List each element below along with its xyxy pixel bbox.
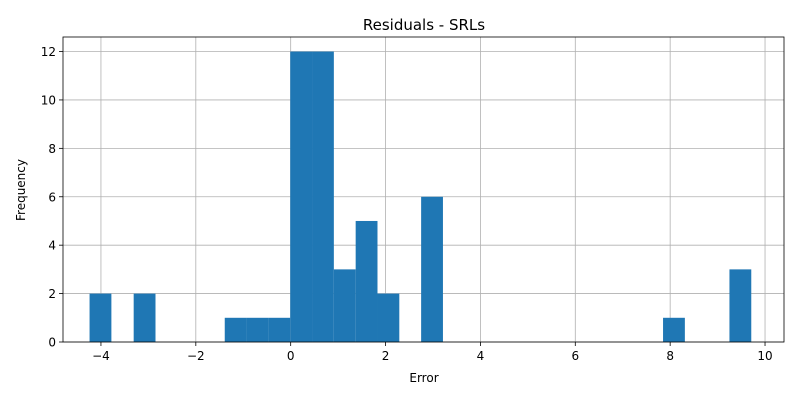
chart-title: Residuals - SRLs bbox=[363, 16, 485, 34]
grid bbox=[63, 37, 784, 343]
x-tick-label: 10 bbox=[757, 349, 772, 363]
y-tick-label: 2 bbox=[48, 287, 56, 301]
x-tick-label: 4 bbox=[477, 349, 485, 363]
plot-frame bbox=[62, 36, 785, 343]
histogram-bar bbox=[268, 317, 291, 342]
histogram-bar bbox=[663, 317, 685, 342]
y-axis-label: Frequency bbox=[14, 159, 28, 221]
x-tick-label: 6 bbox=[571, 349, 579, 363]
histogram-bar bbox=[333, 269, 356, 342]
y-tick-label: 12 bbox=[41, 45, 56, 59]
x-axis-label: Error bbox=[409, 371, 438, 385]
histogram-bar bbox=[133, 293, 156, 342]
y-axis-ticks: 0 2 4 6 8 10 12 bbox=[41, 45, 63, 350]
x-axis-ticks: −4 −2 0 2 4 6 8 10 bbox=[92, 342, 773, 363]
y-tick-label: 10 bbox=[41, 93, 56, 107]
histogram-bar bbox=[729, 269, 752, 342]
histogram-bar bbox=[421, 196, 443, 342]
x-tick-label: 2 bbox=[382, 349, 390, 363]
x-tick-label: 8 bbox=[666, 349, 674, 363]
x-tick-label: 0 bbox=[287, 349, 295, 363]
bars bbox=[89, 51, 752, 343]
x-tick-label: −2 bbox=[187, 349, 205, 363]
histogram-bar bbox=[377, 293, 400, 342]
y-tick-label: 4 bbox=[48, 239, 56, 253]
y-tick-label: 8 bbox=[48, 142, 56, 156]
histogram-bar bbox=[224, 317, 247, 342]
x-tick-label: −4 bbox=[92, 349, 110, 363]
histogram-bar bbox=[312, 51, 334, 343]
histogram-bar bbox=[355, 220, 378, 342]
y-tick-label: 0 bbox=[48, 336, 56, 350]
histogram-bar bbox=[246, 317, 269, 342]
histogram-bar bbox=[290, 51, 313, 343]
histogram-bar bbox=[89, 293, 112, 342]
y-tick-label: 6 bbox=[48, 190, 56, 204]
